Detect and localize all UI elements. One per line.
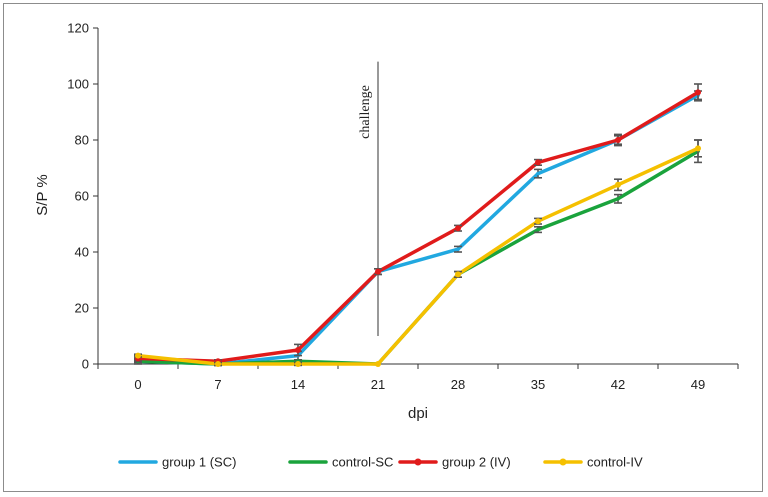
x-tick-label: 42 <box>611 377 625 392</box>
legend: group 1 (SC) control-SC group 2 (IV) contro… <box>118 455 643 470</box>
legend-item: control-IV <box>543 455 643 470</box>
y-tick-label: 100 <box>67 77 89 92</box>
x-tick-label: 7 <box>214 377 221 392</box>
y-axis-title: S/P % <box>34 174 51 215</box>
x-tick-label: 28 <box>451 377 465 392</box>
legend-label: control-IV <box>587 455 643 470</box>
series-line <box>136 90 700 363</box>
data-point <box>456 247 460 251</box>
legend-label: group 1 (SC) <box>162 455 236 470</box>
x-tick-label: 0 <box>134 377 141 392</box>
x-axis-ticks: 0 7 14 21 28 35 42 49 <box>97 364 739 392</box>
series-line <box>136 146 700 366</box>
x-axis-title: dpi <box>408 405 428 422</box>
data-point <box>375 361 381 367</box>
data-point <box>215 361 221 367</box>
series-line <box>136 149 700 366</box>
data-point <box>615 181 621 188</box>
y-tick-label: 0 <box>82 357 89 372</box>
legend-label: control-SC <box>332 455 393 470</box>
data-point <box>455 225 461 232</box>
x-tick-label: 21 <box>371 377 385 392</box>
legend-marker <box>559 458 567 466</box>
data-point <box>295 361 301 367</box>
series-control-sc <box>134 139 702 367</box>
y-tick-label: 40 <box>75 245 89 260</box>
data-point <box>295 347 301 353</box>
legend-marker <box>414 458 422 466</box>
data-point <box>536 227 540 232</box>
series-control-iv <box>134 139 702 367</box>
figure-frame <box>3 3 763 492</box>
data-point <box>135 352 141 359</box>
legend-item: group 2 (IV) <box>398 455 511 470</box>
series-layer <box>134 83 702 367</box>
data-point <box>455 271 461 278</box>
x-tick-label: 49 <box>691 377 705 392</box>
data-point <box>536 171 540 176</box>
series-group-2-iv- <box>134 83 702 365</box>
y-tick-label: 20 <box>75 301 89 316</box>
data-point <box>615 137 621 143</box>
y-axis-ticks: 0 20 40 60 80 100 120 <box>67 21 98 372</box>
legend-label: group 2 (IV) <box>442 455 511 470</box>
data-point <box>695 145 701 152</box>
y-tick-label: 120 <box>67 21 89 36</box>
series-group-1-sc- <box>134 90 702 367</box>
challenge-annotation: challenge <box>358 61 379 336</box>
y-tick-label: 80 <box>75 133 89 148</box>
data-point <box>375 268 381 275</box>
y-tick-label: 60 <box>75 189 89 204</box>
x-tick-label: 35 <box>531 377 545 392</box>
legend-item: control-SC <box>288 455 393 470</box>
data-point <box>616 197 620 201</box>
legend-item: group 1 (SC) <box>118 455 236 470</box>
data-point <box>535 159 541 166</box>
data-point <box>535 218 541 225</box>
challenge-label: challenge <box>358 85 373 139</box>
x-tick-label: 14 <box>291 377 305 392</box>
data-point <box>695 89 701 96</box>
